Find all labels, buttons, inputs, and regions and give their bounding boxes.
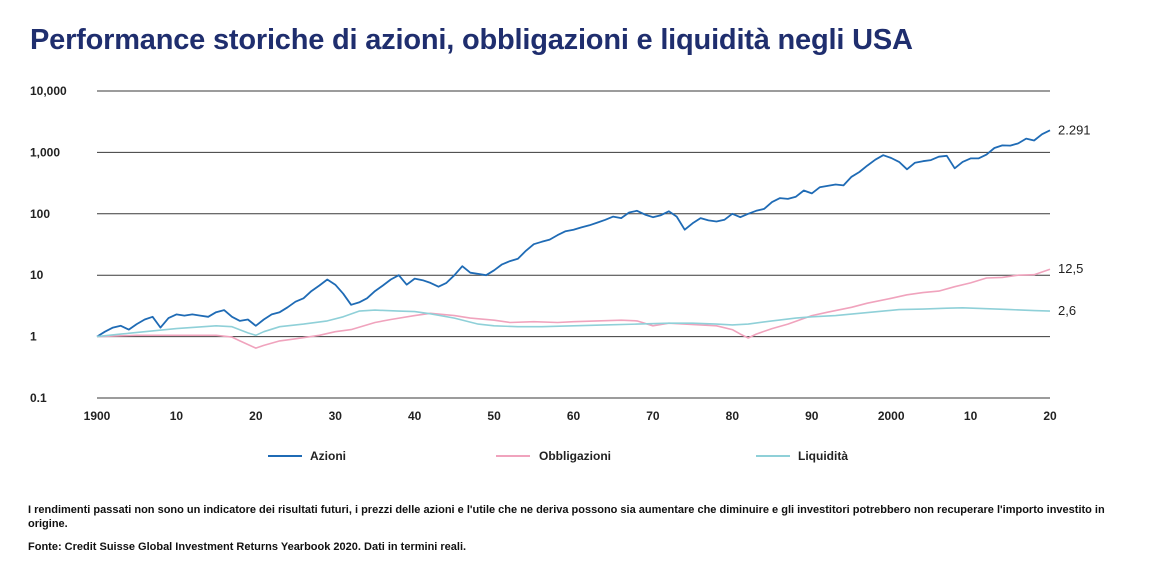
series-line-liquidit — [96, 307, 1051, 338]
x-tick-label: 60 — [567, 409, 581, 423]
legend: Azioni Obbligazioni Liquidità — [268, 449, 848, 463]
x-tick-label: 20 — [1043, 409, 1057, 423]
series-line-obbligazioni — [96, 268, 1051, 349]
y-tick-label: 1,000 — [30, 145, 60, 159]
y-axis-ticks: 10,000 1,000 100 10 1 0.1 — [30, 84, 67, 405]
x-tick-label: 50 — [487, 409, 501, 423]
y-tick-label: 100 — [30, 207, 50, 221]
y-tick-label: 0.1 — [30, 391, 47, 405]
disclaimer-text: I rendimenti passati non sono un indicat… — [28, 504, 1105, 530]
x-tick-label: 10 — [964, 409, 978, 423]
end-label-azioni: 2.291 — [1058, 122, 1091, 137]
x-tick-label: 80 — [726, 409, 740, 423]
x-tick-label: 90 — [805, 409, 819, 423]
gridlines — [97, 90, 1050, 399]
series-line-azioni — [96, 129, 1051, 338]
x-tick-label: 40 — [408, 409, 422, 423]
y-tick-label: 1 — [30, 330, 37, 344]
legend-label-azioni: Azioni — [310, 449, 346, 463]
legend-label-obbligazioni: Obbligazioni — [539, 449, 611, 463]
end-label-obbligazioni: 12,5 — [1058, 261, 1083, 276]
x-tick-label: 1900 — [84, 409, 111, 423]
y-tick-label: 10 — [30, 268, 44, 282]
chart-title: Performance storiche di azioni, obbligaz… — [30, 24, 913, 56]
series-lines — [96, 129, 1051, 349]
x-tick-label: 30 — [329, 409, 343, 423]
legend-label-liquidita: Liquidità — [798, 449, 848, 463]
end-label-liquidit: 2,6 — [1058, 303, 1076, 318]
end-labels: 2.291 12,5 2,6 — [1058, 122, 1091, 318]
x-tick-label: 10 — [170, 409, 184, 423]
x-tick-label: 70 — [646, 409, 660, 423]
x-tick-label: 20 — [249, 409, 263, 423]
x-axis-ticks: 1900 10 20 30 40 50 60 70 80 90 2000 10 20 — [84, 409, 1057, 423]
x-tick-label: 2000 — [878, 409, 905, 423]
source-text: Fonte: Credit Suisse Global Investment R… — [28, 541, 467, 553]
y-tick-label: 10,000 — [30, 84, 67, 98]
